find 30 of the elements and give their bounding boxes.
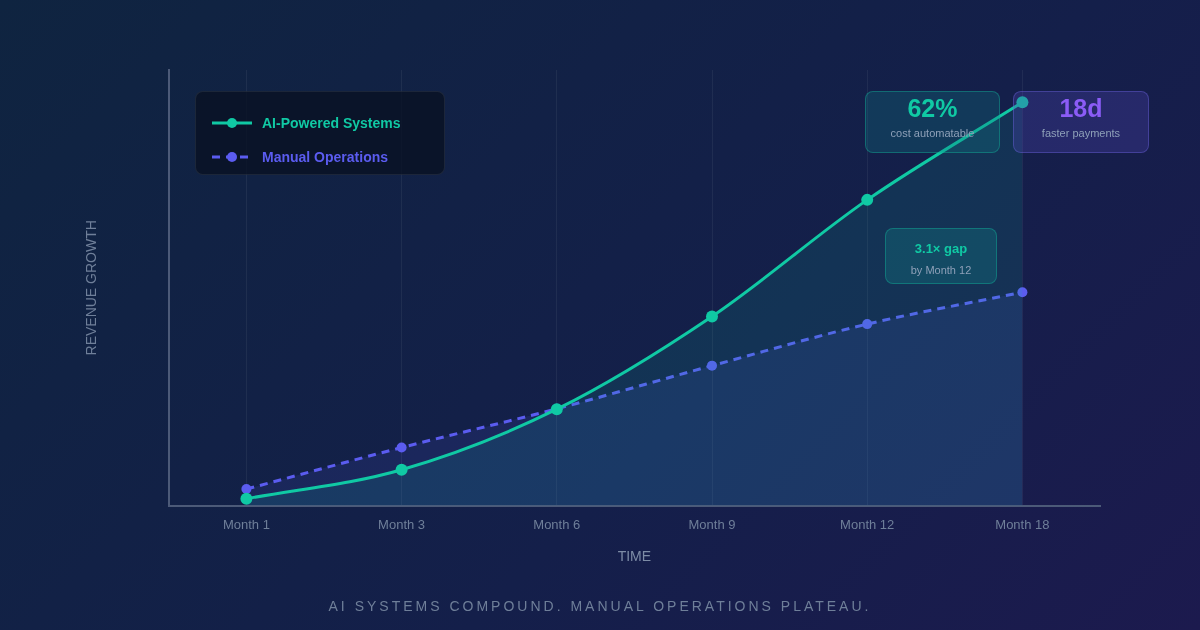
x-tick-label: Month 1 xyxy=(222,516,270,532)
point xyxy=(706,310,718,323)
annotation: 62% xyxy=(906,94,959,123)
annotation: by Month 12 xyxy=(909,264,973,276)
annotation: cost automatable xyxy=(889,127,976,139)
x-tick-label: Month 9 xyxy=(688,516,736,532)
point xyxy=(241,484,252,495)
annotation: faster payments xyxy=(1040,127,1122,139)
x-tick-label: Month 18 xyxy=(995,516,1050,532)
x-tick-label: Month 12 xyxy=(840,516,895,532)
x-tick-label: Month 3 xyxy=(378,516,426,532)
annotation: 3.1× gap xyxy=(913,241,969,256)
point xyxy=(1016,96,1029,109)
info-card: 62% cost automatable xyxy=(865,91,1000,153)
legend-label: AI-Powered Systems xyxy=(262,115,401,131)
annotation: 18d xyxy=(1058,94,1104,123)
point xyxy=(1017,287,1028,298)
info-card: 3.1× gap by Month 12 xyxy=(885,228,997,284)
point xyxy=(862,319,873,330)
x-axis-title: TIME xyxy=(617,548,652,565)
x-tick-label: Month 6 xyxy=(533,516,581,532)
point xyxy=(240,492,253,505)
point xyxy=(707,360,717,371)
point xyxy=(861,193,874,206)
legend-label: Manual Operations xyxy=(262,149,389,165)
y-axis-title: REVENUE GROWTH xyxy=(83,220,100,356)
text: AI SYSTEMS COMPOUND. MANUAL OPERATIONS PLATEAU. xyxy=(327,598,873,614)
info-card: 18d faster payments xyxy=(1013,91,1149,153)
point xyxy=(395,463,408,476)
point xyxy=(396,442,407,453)
